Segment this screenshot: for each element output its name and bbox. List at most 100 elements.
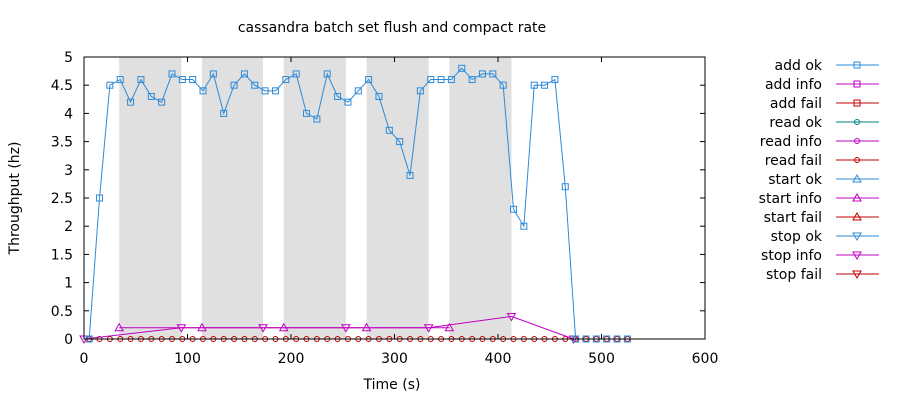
data-point-add-ok xyxy=(458,64,466,72)
data-point-add-ok xyxy=(292,70,300,78)
data-point-add-ok xyxy=(116,76,124,84)
data-point-stop-info xyxy=(506,312,517,322)
data-point-add-ok xyxy=(561,183,569,191)
y-axis: 0 0.5 1 1.5 2 2.5 3 3.5 4 4.5 5 xyxy=(51,50,705,348)
shaded-interval xyxy=(283,57,346,339)
shaded-interval xyxy=(119,57,182,339)
data-point-add-ok xyxy=(396,138,404,146)
legend-marker xyxy=(853,61,861,69)
data-point-start-info xyxy=(114,322,125,332)
data-point-add-ok xyxy=(541,81,549,89)
data-point-stop-info xyxy=(258,324,268,333)
legend-label: read fail xyxy=(765,153,822,169)
data-point-add-ok xyxy=(334,92,342,100)
legend-label: read info xyxy=(760,134,822,150)
data-point-add-ok xyxy=(447,76,455,84)
x-tick-label: 300 xyxy=(381,351,408,367)
x-axis: 0 100 200 300 400 500 600 xyxy=(80,57,719,367)
data-point-add-ok xyxy=(178,76,186,84)
data-point-add-ok xyxy=(510,205,518,213)
data-point-add-ok xyxy=(271,87,279,95)
legend-label: stop info xyxy=(761,248,822,264)
legend-marker xyxy=(852,232,862,242)
data-point-add-ok xyxy=(199,87,207,95)
legend-marker xyxy=(854,119,860,125)
data-point-add-ok xyxy=(147,92,155,100)
y-tick-label: 0.5 xyxy=(51,304,73,320)
data-point-add-ok xyxy=(189,76,197,84)
data-point-add-ok xyxy=(137,76,145,84)
series-add-ok xyxy=(85,64,631,343)
data-point-add-ok xyxy=(406,171,414,179)
legend-label: add ok xyxy=(775,58,823,74)
data-point-start-info xyxy=(444,322,455,332)
data-point-add-ok xyxy=(499,81,507,89)
data-point-add-ok xyxy=(251,81,259,89)
data-point-add-ok xyxy=(220,109,228,117)
data-point-add-ok xyxy=(230,81,238,89)
legend-label: add fail xyxy=(770,96,822,112)
series-line-stop-info xyxy=(83,315,574,340)
y-tick-label: 4 xyxy=(64,106,73,122)
legend-label: start info xyxy=(759,191,822,207)
data-point-add-ok xyxy=(365,76,373,84)
data-point-add-ok xyxy=(168,70,176,78)
data-point-add-ok xyxy=(282,76,290,84)
x-tick-label: 0 xyxy=(80,351,89,367)
x-axis-label: Time (s) xyxy=(363,377,421,393)
y-tick-label: 3.5 xyxy=(51,135,73,151)
data-point-add-ok xyxy=(127,98,135,106)
legend-label: read ok xyxy=(769,115,823,131)
y-tick-label: 2 xyxy=(64,219,73,235)
legend-label: add info xyxy=(765,77,822,93)
legend-marker xyxy=(852,270,862,280)
legend-marker xyxy=(854,157,860,163)
data-point-add-ok xyxy=(551,76,559,84)
legend-label: start ok xyxy=(768,172,823,188)
chart-title: cassandra batch set flush and compact ra… xyxy=(238,20,546,36)
data-point-add-ok xyxy=(437,76,445,84)
data-point-add-ok xyxy=(427,76,435,84)
y-tick-label: 4.5 xyxy=(51,78,73,94)
y-axis-label: Throughput (hz) xyxy=(7,142,23,256)
y-tick-label: 0 xyxy=(64,332,73,348)
data-point-stop-info xyxy=(423,324,434,333)
legend: add ok add info add fail read ok read info re… xyxy=(759,58,879,283)
data-point-add-ok xyxy=(530,81,538,89)
y-tick-label: 5 xyxy=(64,50,73,66)
legend-marker xyxy=(852,192,862,202)
x-tick-label: 500 xyxy=(588,351,615,367)
data-point-add-ok xyxy=(209,70,217,78)
data-point-add-ok xyxy=(520,222,528,230)
data-point-add-ok xyxy=(354,87,362,95)
y-tick-label: 1 xyxy=(64,276,73,292)
legend-marker xyxy=(852,211,862,221)
shaded-interval xyxy=(449,57,512,339)
data-point-add-ok xyxy=(478,70,486,78)
data-point-add-ok xyxy=(158,98,166,106)
data-point-add-ok xyxy=(375,92,383,100)
series-layer xyxy=(79,64,631,345)
legend-marker xyxy=(854,138,860,144)
data-point-add-ok xyxy=(261,87,269,95)
y-tick-label: 2.5 xyxy=(51,191,73,207)
legend-label: start fail xyxy=(764,210,822,226)
data-point-stop-info xyxy=(340,324,351,333)
y-tick-label: 1.5 xyxy=(51,247,73,263)
data-point-add-ok xyxy=(385,126,393,134)
legend-marker xyxy=(852,251,862,261)
x-tick-label: 600 xyxy=(692,351,719,367)
x-tick-label: 100 xyxy=(174,351,201,367)
data-point-add-ok xyxy=(323,70,331,78)
shaded-interval xyxy=(201,57,264,339)
legend-marker xyxy=(853,99,861,107)
data-point-add-ok xyxy=(489,70,497,78)
data-point-add-ok xyxy=(416,87,424,95)
legend-label: stop fail xyxy=(766,267,822,283)
data-point-add-ok xyxy=(106,81,114,89)
legend-label: stop ok xyxy=(771,229,823,245)
shaded-intervals xyxy=(119,57,512,339)
data-point-stop-info xyxy=(176,324,187,333)
data-point-add-ok xyxy=(96,194,104,202)
